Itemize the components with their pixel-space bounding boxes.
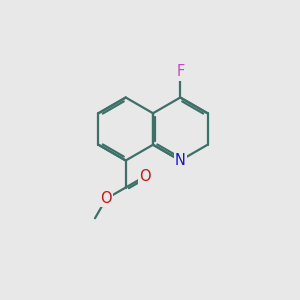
Text: F: F xyxy=(176,64,184,80)
Text: N: N xyxy=(175,153,186,168)
Text: O: O xyxy=(100,191,112,206)
Text: O: O xyxy=(140,169,151,184)
